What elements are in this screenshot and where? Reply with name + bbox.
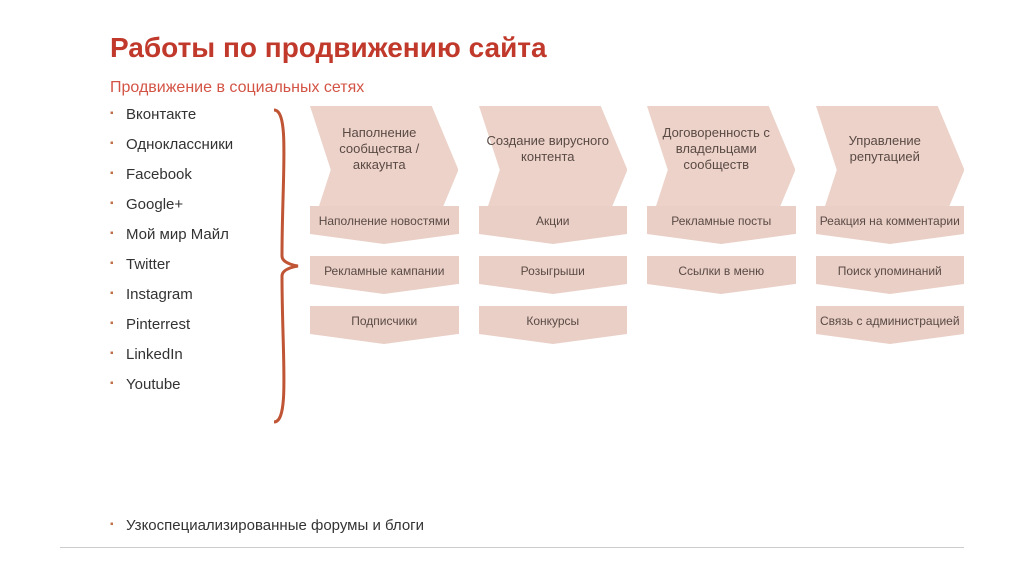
stage-arrow-label: Создание вирусного контента — [487, 133, 610, 166]
stage-sub-item-label: Связь с администрацией — [816, 306, 965, 334]
stage-sub-item: Рекламные кампании — [310, 256, 459, 294]
footer-bullet-item: Узкоспециализированные форумы и блоги — [110, 517, 424, 534]
network-item: Instagram — [110, 286, 270, 303]
network-item: Facebook — [110, 166, 270, 183]
stage-arrow-label: Договоренность с владельцами сообществ — [655, 125, 778, 174]
networks-list: Вконтакте Одноклассники Facebook Google+ Мой… — [110, 106, 270, 426]
stage-sub-item-label: Конкурсы — [479, 306, 628, 334]
network-item: Мой мир Майл — [110, 226, 270, 243]
stage-arrow: Управление репутацией — [816, 106, 965, 192]
slide-title: Работы по продвижению сайта — [110, 32, 964, 64]
stage-sub-item: Поиск упоминаний — [816, 256, 965, 294]
stage-sub-item: Конкурсы — [479, 306, 628, 344]
network-item: Google+ — [110, 196, 270, 213]
stage-sub-item: Наполнение новостями — [310, 206, 459, 244]
stage-sub-item: Реакция на комментарии — [816, 206, 965, 244]
network-item: Twitter — [110, 256, 270, 273]
network-item: Youtube — [110, 376, 270, 393]
chevron-down-icon — [479, 284, 627, 294]
chevron-down-icon — [479, 334, 627, 344]
slide-subtitle: Продвижение в социальных сетях — [110, 78, 964, 98]
stage-sub-item-label: Подписчики — [310, 306, 459, 334]
stage-column: Создание вирусного контента Акции Розыгрыш… — [479, 106, 628, 426]
stage-arrow-label: Управление репутацией — [824, 133, 947, 166]
chevron-down-icon — [816, 284, 964, 294]
content-row: Вконтакте Одноклассники Facebook Google+ Мой… — [110, 106, 964, 426]
chevron-down-icon — [310, 234, 458, 244]
stage-sub-item-label: Розыгрыши — [479, 256, 628, 284]
stage-arrow-label: Наполнение сообщества / аккаунта — [318, 125, 441, 174]
stage-sub-item: Подписчики — [310, 306, 459, 344]
curly-bracket — [270, 106, 300, 426]
stage-column: Управление репутацией Реакция на коммента… — [816, 106, 965, 426]
stage-column: Наполнение сообщества / аккаунта Наполнен… — [310, 106, 459, 426]
stage-arrow: Договоренность с владельцами сообществ — [647, 106, 796, 192]
footer-rule — [60, 547, 964, 548]
stage-arrow: Наполнение сообщества / аккаунта — [310, 106, 459, 192]
chevron-down-icon — [816, 334, 964, 344]
network-item: LinkedIn — [110, 346, 270, 363]
stage-sub-item-label: Реакция на комментарии — [816, 206, 965, 234]
stage-column: Договоренность с владельцами сообществ Ре… — [647, 106, 796, 426]
chevron-down-icon — [479, 234, 627, 244]
stage-sub-item: Ссылки в меню — [647, 256, 796, 294]
chevron-down-icon — [310, 284, 458, 294]
network-item: Одноклассники — [110, 136, 270, 153]
stage-sub-item: Розыгрыши — [479, 256, 628, 294]
stage-sub-item: Рекламные посты — [647, 206, 796, 244]
stage-sub-item-label: Рекламные посты — [647, 206, 796, 234]
slide-root: Работы по продвижению сайта Продвижение … — [0, 0, 1024, 576]
chevron-down-icon — [647, 234, 795, 244]
stage-sub-item-label: Наполнение новостями — [310, 206, 459, 234]
chevron-down-icon — [647, 284, 795, 294]
stage-sub-item-label: Акции — [479, 206, 628, 234]
chevron-down-icon — [310, 334, 458, 344]
stage-sub-item: Акции — [479, 206, 628, 244]
stages-row: Наполнение сообщества / аккаунта Наполнен… — [300, 106, 964, 426]
network-item: Вконтакте — [110, 106, 270, 123]
stage-arrow: Создание вирусного контента — [479, 106, 628, 192]
stage-sub-item-label: Поиск упоминаний — [816, 256, 965, 284]
stage-sub-item-label: Ссылки в меню — [647, 256, 796, 284]
chevron-down-icon — [816, 234, 964, 244]
stage-sub-item-label: Рекламные кампании — [310, 256, 459, 284]
network-item: Pinterrest — [110, 316, 270, 333]
stage-sub-item: Связь с администрацией — [816, 306, 965, 344]
